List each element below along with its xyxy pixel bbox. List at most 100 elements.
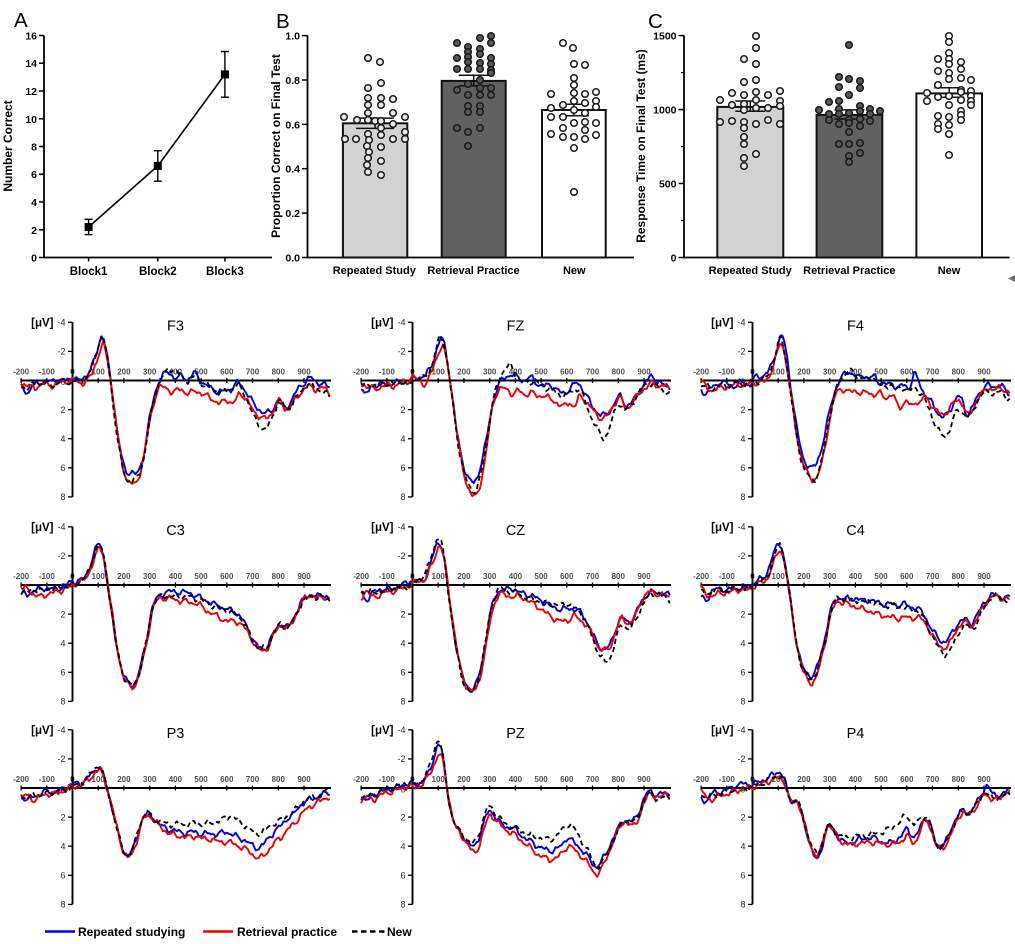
- svg-text:0: 0: [410, 775, 415, 784]
- svg-text:500: 500: [659, 179, 677, 191]
- svg-text:900: 900: [297, 368, 311, 377]
- svg-text:300: 300: [483, 775, 497, 784]
- svg-text:16: 16: [25, 31, 37, 43]
- svg-text:600: 600: [220, 572, 234, 581]
- svg-text:600: 600: [220, 775, 234, 784]
- svg-text:6: 6: [31, 169, 37, 181]
- svg-text:P4: P4: [847, 726, 865, 742]
- svg-text:PZ: PZ: [506, 726, 525, 742]
- svg-text:4: 4: [400, 841, 405, 851]
- svg-text:-100: -100: [379, 572, 396, 581]
- svg-text:4: 4: [740, 434, 745, 444]
- svg-text:200: 200: [457, 368, 471, 377]
- svg-text:200: 200: [457, 775, 471, 784]
- svg-text:800: 800: [952, 368, 966, 377]
- svg-text:1000: 1000: [653, 105, 677, 117]
- svg-text:8: 8: [31, 142, 37, 154]
- svg-text:600: 600: [560, 775, 574, 784]
- svg-text:600: 600: [560, 368, 574, 377]
- svg-text:8: 8: [60, 697, 65, 707]
- svg-text:B: B: [276, 10, 290, 33]
- svg-text:700: 700: [586, 368, 600, 377]
- svg-text:700: 700: [246, 572, 260, 581]
- svg-text:500: 500: [534, 572, 548, 581]
- svg-text:-100: -100: [719, 368, 736, 377]
- svg-text:-200: -200: [693, 775, 710, 784]
- svg-text:0.2: 0.2: [285, 208, 300, 220]
- svg-text:Retrieval Practice: Retrieval Practice: [427, 265, 519, 277]
- svg-text:[μV]: [μV]: [31, 522, 54, 534]
- svg-text:2: 2: [60, 609, 65, 619]
- svg-text:6: 6: [400, 463, 405, 473]
- svg-text:Number Correct: Number Correct: [1, 100, 15, 191]
- svg-text:8: 8: [740, 697, 745, 707]
- svg-text:100: 100: [92, 572, 106, 581]
- svg-text:600: 600: [900, 775, 914, 784]
- svg-text:1500: 1500: [653, 31, 677, 43]
- svg-text:New: New: [938, 265, 961, 277]
- svg-text:0.4: 0.4: [285, 164, 300, 176]
- svg-text:-4: -4: [397, 725, 405, 735]
- svg-text:-200: -200: [693, 368, 710, 377]
- svg-text:400: 400: [509, 572, 523, 581]
- svg-text:-2: -2: [737, 754, 745, 764]
- svg-text:200: 200: [797, 572, 811, 581]
- svg-text:700: 700: [246, 368, 260, 377]
- svg-text:100: 100: [432, 368, 446, 377]
- svg-text:400: 400: [849, 572, 863, 581]
- svg-text:200: 200: [457, 572, 471, 581]
- svg-text:600: 600: [560, 572, 574, 581]
- svg-text:-200: -200: [13, 572, 30, 581]
- svg-text:2: 2: [400, 609, 405, 619]
- svg-text:-2: -2: [737, 551, 745, 561]
- svg-text:8: 8: [60, 492, 65, 502]
- svg-text:-2: -2: [397, 754, 405, 764]
- svg-text:-200: -200: [353, 368, 370, 377]
- svg-text:100: 100: [432, 572, 446, 581]
- svg-text:Block1: Block1: [70, 266, 108, 278]
- svg-text:[μV]: [μV]: [711, 317, 734, 329]
- svg-text:New: New: [563, 265, 586, 277]
- svg-text:800: 800: [952, 775, 966, 784]
- svg-text:[μV]: [μV]: [371, 317, 394, 329]
- svg-text:400: 400: [849, 368, 863, 377]
- svg-text:700: 700: [926, 775, 940, 784]
- svg-text:4: 4: [60, 434, 65, 444]
- svg-text:100: 100: [772, 368, 786, 377]
- svg-text:Block2: Block2: [139, 266, 177, 278]
- svg-text:-200: -200: [353, 572, 370, 581]
- svg-text:500: 500: [194, 775, 208, 784]
- svg-text:500: 500: [874, 572, 888, 581]
- svg-text:300: 300: [823, 368, 837, 377]
- svg-text:700: 700: [926, 368, 940, 377]
- svg-text:800: 800: [272, 368, 286, 377]
- svg-text:4: 4: [740, 638, 745, 648]
- svg-text:400: 400: [169, 775, 183, 784]
- svg-text:900: 900: [637, 572, 651, 581]
- svg-text:500: 500: [534, 775, 548, 784]
- svg-text:0: 0: [70, 775, 75, 784]
- svg-text:14: 14: [25, 58, 37, 70]
- svg-text:100: 100: [772, 572, 786, 581]
- svg-text:4: 4: [60, 841, 65, 851]
- svg-text:500: 500: [194, 572, 208, 581]
- svg-text:4: 4: [400, 638, 405, 648]
- svg-text:-4: -4: [737, 725, 745, 735]
- svg-text:-4: -4: [57, 725, 65, 735]
- svg-text:400: 400: [849, 775, 863, 784]
- svg-text:New: New: [387, 925, 412, 939]
- svg-text:8: 8: [740, 900, 745, 910]
- svg-text:6: 6: [60, 871, 65, 881]
- svg-text:400: 400: [169, 572, 183, 581]
- svg-text:300: 300: [823, 572, 837, 581]
- svg-text:300: 300: [143, 572, 157, 581]
- svg-text:500: 500: [534, 368, 548, 377]
- svg-text:4: 4: [31, 197, 37, 209]
- svg-text:-200: -200: [693, 572, 710, 581]
- svg-text:400: 400: [169, 368, 183, 377]
- svg-text:Retrieval Practice: Retrieval Practice: [803, 265, 895, 277]
- svg-text:-4: -4: [57, 318, 65, 328]
- svg-text:-100: -100: [39, 775, 56, 784]
- svg-text:-100: -100: [719, 572, 736, 581]
- svg-text:Block3: Block3: [206, 266, 244, 278]
